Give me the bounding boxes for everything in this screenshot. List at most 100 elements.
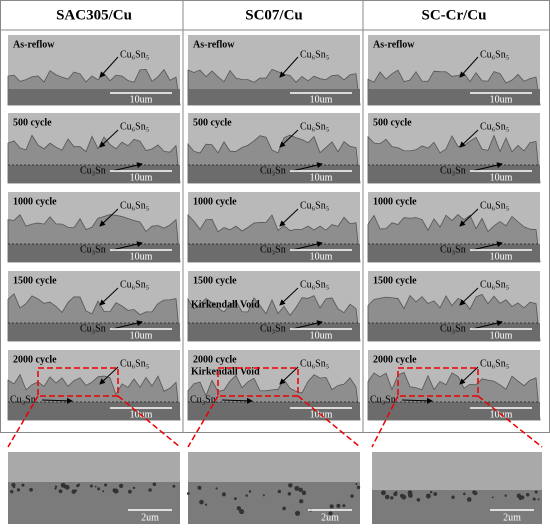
stage-label: 1500 cycle [13,275,57,286]
void [152,482,157,486]
void [9,489,14,494]
void [294,510,301,516]
scale-label: 10um [130,172,153,183]
layer-label: Cu₃Sn [260,244,286,255]
scale-label: 10um [130,330,153,341]
imc-label: Cu₆Sn₅ [480,200,509,211]
imc-label: Cu₆Sn₅ [300,358,329,369]
stage-label: As-reflow [13,39,55,50]
stage-label: 500 cycle [373,117,412,128]
zoom-line [477,395,543,448]
imc-label: Cu₆Sn₅ [120,49,149,60]
stage-label: 1000 cycle [193,196,237,207]
zoom-line [7,395,39,448]
scale-label: 2um [321,512,339,523]
stage-label: 2000 cycle [373,354,417,365]
scale-label: 10um [490,94,513,105]
void [236,506,241,511]
arrow [291,241,323,251]
layer-label: Cu₃Sn [260,323,286,334]
void [21,483,25,487]
void [104,483,108,487]
stage-label: 2000 cycle [193,354,237,365]
cu-substrate [368,165,540,183]
stage-label: 1000 cycle [373,196,417,207]
layer-label: Cu₃Sn [260,165,286,176]
void [342,504,346,508]
cu-substrate [188,244,360,262]
scale-label: 10um [310,172,333,183]
column-header: SC07/Cu [245,7,303,23]
scale-label: 2um [503,512,521,523]
void [429,490,433,494]
cu-substrate [368,89,540,105]
arrow [99,366,119,385]
scale-label: 10um [130,94,153,105]
imc-label: Cu₆Sn₅ [480,121,509,132]
void [466,497,472,502]
imc-label: Cu₆Sn₅ [120,279,149,290]
imc-label: Cu₆Sn₅ [480,49,509,60]
zoom-box [37,367,119,397]
layer-label: Cu₃Sn [440,323,466,334]
scale-label: 10um [130,251,153,262]
void [29,487,33,492]
arrow [279,366,299,385]
void-label: Kirkendall Void [191,299,260,310]
arrow [459,287,479,306]
cu-substrate [188,323,360,341]
layer-label: Cu₃Sn [80,244,106,255]
void [380,490,386,496]
arrow [401,397,433,404]
arrow [459,366,479,385]
void [336,503,341,508]
imc-label: Cu₆Sn₅ [480,279,509,290]
arrow [279,129,299,148]
void [504,494,507,497]
imc-label: Cu₆Sn₅ [480,358,509,369]
arrow [471,241,503,251]
cu-substrate [8,89,180,105]
arrow [99,287,119,306]
void [112,488,117,493]
void [89,484,93,488]
void [393,492,398,497]
stage-label: As-reflow [193,39,235,50]
void [390,496,394,500]
void [118,483,124,488]
imc-label: Cu₆Sn₅ [120,121,149,132]
imc-label: Cu₆Sn₅ [300,49,329,60]
cu-substrate [8,165,180,183]
arrow [111,241,143,251]
layer-label: Cu₃Sn [440,165,466,176]
zoom-line [297,395,361,448]
imc-label: Cu₆Sn₅ [300,200,329,211]
void [186,492,190,495]
void-label: Kirkendall Void [191,366,260,377]
imc-label: Cu₆Sn₅ [300,121,329,132]
scale-label: 10um [310,330,333,341]
cu-substrate [368,323,540,341]
stage-label: 500 cycle [13,117,52,128]
void [534,490,538,494]
void [299,499,304,504]
cu-substrate [188,89,360,105]
void [248,490,252,493]
void [199,499,204,505]
void [350,494,354,498]
arrow [459,208,479,227]
void [525,493,530,497]
void [356,485,361,490]
arrow [41,397,73,404]
void [277,489,282,494]
void [425,493,431,499]
stage-label: 1000 cycle [13,196,57,207]
void [132,486,136,490]
void [77,483,81,486]
cu-substrate [8,323,180,341]
column-header: SAC305/Cu [56,7,132,23]
void [416,498,421,502]
void [262,494,265,497]
void [408,493,413,498]
arrow [471,162,503,172]
